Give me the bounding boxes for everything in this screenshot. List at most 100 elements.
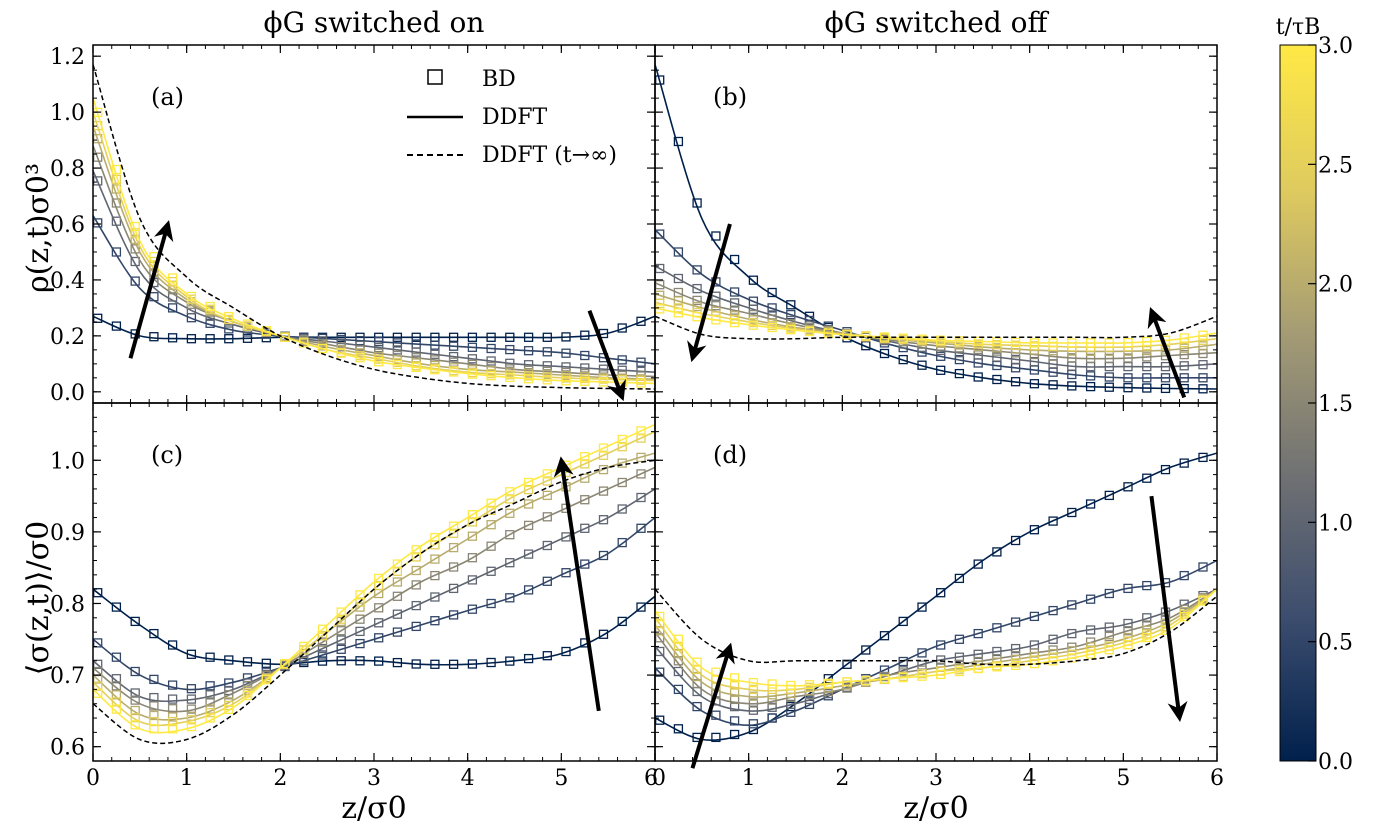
bd-marker xyxy=(167,694,178,704)
x-tick-label: 4 xyxy=(1023,766,1037,791)
bd-marker xyxy=(580,350,590,361)
bd-marker xyxy=(542,490,552,501)
colorbar-title: t/τB xyxy=(1276,15,1321,40)
bd-marker xyxy=(542,540,552,551)
bd-marker xyxy=(617,504,627,514)
bd-marker xyxy=(992,374,1002,385)
bd-marker xyxy=(1160,464,1171,475)
colorbar-tick-label: 0.0 xyxy=(1318,750,1353,775)
bd-marker xyxy=(448,367,459,377)
bd-marker xyxy=(542,651,552,661)
bd-marker xyxy=(411,552,421,562)
bd-marker xyxy=(505,358,515,368)
bd-marker xyxy=(523,346,534,356)
bd-marker xyxy=(167,273,178,283)
bd-marker xyxy=(111,697,122,707)
bd-marker xyxy=(374,573,384,584)
series-line-5 xyxy=(655,588,1217,692)
bd-marker xyxy=(205,652,215,662)
bd-marker xyxy=(448,341,459,351)
bd-marker xyxy=(205,690,215,700)
x-tick-label: 6 xyxy=(1210,766,1224,791)
x-tick-label: 1 xyxy=(742,766,756,791)
bd-marker xyxy=(336,348,346,358)
bd-marker xyxy=(1142,580,1152,591)
bd-marker xyxy=(711,231,721,241)
bd-marker xyxy=(130,688,140,698)
bd-marker xyxy=(486,657,496,668)
bd-marker xyxy=(748,698,759,708)
bd-marker xyxy=(392,627,403,637)
bd-marker xyxy=(1104,372,1114,382)
bd-marker xyxy=(729,254,740,265)
limit-line xyxy=(655,315,1217,340)
bd-marker xyxy=(580,376,590,386)
bd-marker xyxy=(692,701,702,712)
bd-marker xyxy=(1029,525,1040,535)
bd-marker xyxy=(1067,353,1077,363)
bd-marker xyxy=(374,357,384,367)
bd-marker xyxy=(411,621,421,632)
bd-marker xyxy=(673,273,684,284)
bd-marker xyxy=(205,318,215,328)
bd-marker xyxy=(617,355,627,365)
bd-marker xyxy=(392,332,403,342)
bd-marker xyxy=(448,542,459,553)
bd-marker xyxy=(448,610,459,620)
series-line-6 xyxy=(655,307,1217,344)
bd-marker xyxy=(167,303,178,313)
bd-marker xyxy=(598,443,609,453)
bd-marker xyxy=(711,667,721,677)
bd-marker xyxy=(505,332,515,342)
bd-marker xyxy=(954,666,965,677)
bd-marker xyxy=(505,558,515,568)
bd-marker xyxy=(411,600,421,611)
bd-marker xyxy=(1104,490,1114,501)
bd-marker xyxy=(411,580,421,590)
bd-marker xyxy=(1048,380,1058,390)
bd-marker xyxy=(224,334,234,344)
bd-marker xyxy=(1085,594,1096,604)
y-axis-title-bottom: ⟨σ(z,t)⟩/σ0 xyxy=(21,521,56,675)
bd-marker xyxy=(486,598,496,609)
bd-marker xyxy=(505,494,515,504)
bd-marker xyxy=(786,699,796,710)
panel-a: (a) 0.0 0.2 0.4 0.6 0.8 1.0 1.2 xyxy=(50,44,656,406)
x-tick-label: 5 xyxy=(1116,766,1130,791)
x-tick-label: 0 xyxy=(652,766,666,791)
bd-marker xyxy=(842,677,852,687)
series-line-3 xyxy=(655,281,1217,360)
bd-marker xyxy=(130,616,140,627)
bd-marker xyxy=(729,687,740,697)
bd-marker xyxy=(1198,330,1208,340)
series-line-5 xyxy=(93,111,655,382)
bd-marker xyxy=(767,303,777,313)
series-line-6 xyxy=(655,588,1217,687)
bd-marker xyxy=(954,652,965,662)
bd-marker xyxy=(149,710,159,721)
bd-marker xyxy=(317,637,328,647)
bd-marker xyxy=(786,300,796,310)
bd-marker xyxy=(523,499,534,509)
bd-marker xyxy=(561,646,571,657)
bd-marker xyxy=(355,614,365,624)
bd-marker xyxy=(374,633,384,643)
bd-marker xyxy=(355,590,365,600)
x-axis-title-right: z/σ0 xyxy=(903,791,968,826)
bd-marker xyxy=(786,680,796,691)
plot-area xyxy=(655,452,1217,743)
bd-marker xyxy=(1010,660,1021,671)
bd-marker xyxy=(111,681,122,691)
bd-marker xyxy=(111,652,122,662)
bd-marker xyxy=(879,332,890,342)
bd-marker xyxy=(542,375,552,385)
bd-marker xyxy=(280,658,290,669)
bd-marker xyxy=(1085,381,1096,392)
bd-marker xyxy=(224,704,234,715)
bd-marker xyxy=(973,559,983,569)
bd-marker xyxy=(636,433,646,443)
colorbar-tick-label: 2.5 xyxy=(1318,153,1353,178)
bd-marker xyxy=(411,347,421,357)
bd-marker xyxy=(374,603,384,613)
